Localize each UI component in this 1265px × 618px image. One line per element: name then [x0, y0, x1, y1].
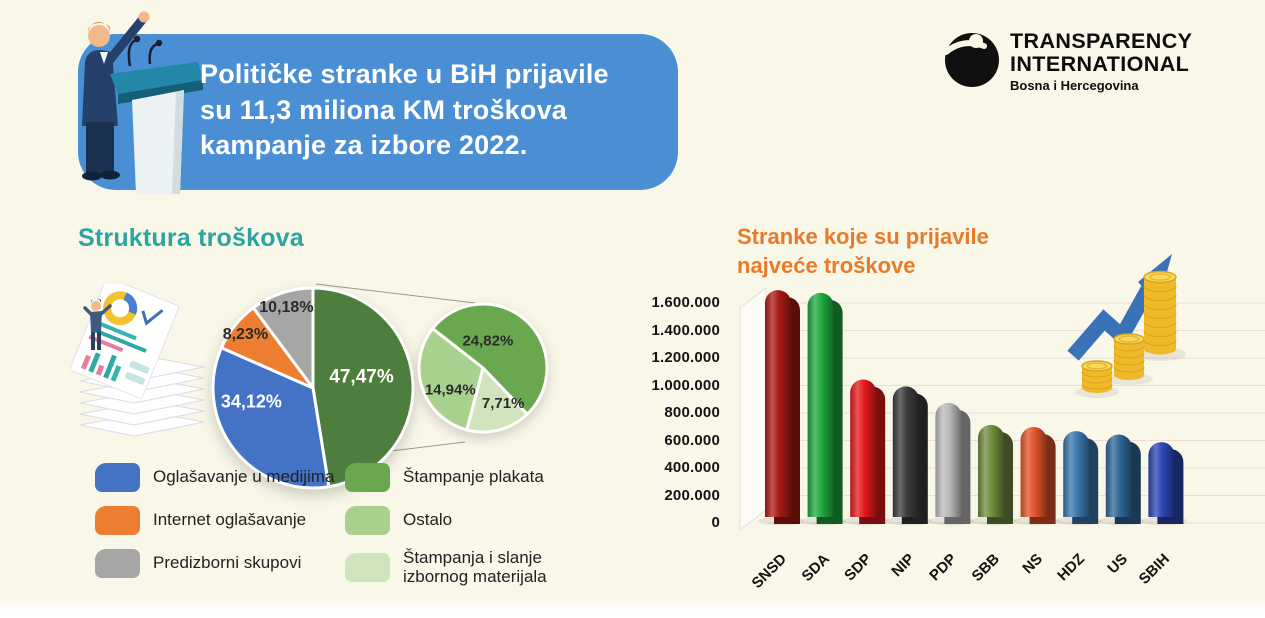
- bar-US: [1105, 434, 1132, 517]
- legend-item: Štampanja i slanje izbornog materijala: [345, 548, 573, 586]
- podium-lip: [118, 80, 203, 104]
- header-title: Političke stranke u BiH prijavile su 11,…: [200, 57, 680, 164]
- header-title-line1: Političke stranke u BiH prijavile: [200, 59, 609, 89]
- header-title-line2: su 11,3 miliona KM troškova: [200, 94, 568, 125]
- legend-label: Štampanje plakata: [403, 467, 544, 487]
- transparency-international-logo: TRANSPARENCY INTERNATIONAL Bosna i Herce…: [943, 30, 1192, 93]
- ti-logo-text: TRANSPARENCY INTERNATIONAL Bosna i Herce…: [1010, 30, 1192, 93]
- y-axis-tick-label: 400.000: [664, 459, 720, 476]
- legend-label: Štampanja i slanje izbornog materijala: [403, 548, 547, 587]
- bar-section-title-line1: Stranke koje su prijavile: [737, 224, 989, 249]
- microphone-head: [133, 35, 141, 43]
- y-axis-tick-label: 200.000: [664, 486, 720, 504]
- legend-label: Predizborni skupovi: [153, 553, 302, 573]
- legend-item: Oglašavanje u medijima: [95, 462, 334, 492]
- legend-label: Internet oglašavanje: [153, 510, 307, 530]
- printing-breakdown-pie-chart: 24,82% 7,71% 14,94%: [417, 302, 549, 434]
- legend-label: Oglašavanje u medijima: [153, 467, 335, 487]
- microphone-head: [155, 39, 163, 47]
- pie-legend-column-2: Štampanje plakata Ostalo Štampanja i slanj…: [345, 462, 573, 599]
- mini-bar-chart-icon: [80, 352, 122, 382]
- y-axis-tick-label: 600.000: [664, 431, 720, 449]
- legend-swatch: [345, 462, 390, 492]
- pie-percentage-label: 7,71%: [482, 395, 525, 412]
- bar-PDP: [935, 402, 962, 517]
- ti-logo-icon: [943, 33, 999, 87]
- legend-item: Štampanje plakata: [345, 462, 573, 492]
- pie-slice: [251, 286, 315, 390]
- suit-torso: [82, 50, 118, 126]
- y-axis-tick-label: 800.000: [664, 404, 720, 421]
- pie-percentage-label: 8,23%: [223, 326, 268, 343]
- speaker-podium-illustration: [82, 11, 203, 194]
- head: [88, 25, 110, 47]
- bottom-fade: [0, 596, 1265, 618]
- bar-chart-y-axis: 1.600.000 1.400.000 1.200.000 1.000.000 800.…: [600, 0, 720, 618]
- pie-legend-column-1: Oglašavanje u medijima Internet oglašavan…: [95, 462, 334, 591]
- pie-percentage-label: 14,94%: [425, 382, 476, 399]
- hand: [138, 11, 150, 23]
- bar-section-title-line2: najveće troškove: [737, 253, 916, 279]
- ti-logo-line1: TRANSPARENCY: [1010, 29, 1193, 53]
- bar-NS: [1020, 426, 1047, 517]
- y-axis-tick-label: 1.400.000: [651, 321, 720, 339]
- report-stack-illustration: [69, 284, 205, 437]
- microphone-stem: [127, 38, 137, 67]
- y-axis-tick-label: 1.000.000: [651, 376, 720, 394]
- legend-item: Predizborni skupovi: [95, 548, 334, 578]
- microphone-stem: [148, 42, 159, 65]
- legend-label: Ostalo: [403, 510, 453, 530]
- bar-SNSD: [765, 290, 791, 517]
- y-axis-tick-label: 1.600.000: [651, 294, 720, 311]
- bar-SDA: [807, 292, 834, 517]
- line-chart-icon: [141, 309, 164, 326]
- legs: [86, 122, 114, 174]
- donut-chart-segment: [123, 292, 138, 315]
- pie-slice: [417, 327, 485, 432]
- pie-percentage-label: 34,12%: [221, 391, 282, 411]
- arrow-and-coins-illustration: [1067, 254, 1186, 398]
- bar-SBIH: [1148, 442, 1175, 517]
- cost-structure-pie-chart: 47,47% 34,12% 8,23% 10,18%: [211, 286, 415, 490]
- ti-logo-line3: Bosna i Hercegovina: [1010, 77, 1139, 93]
- podium-column: [132, 90, 184, 194]
- legend-swatch: [345, 552, 390, 582]
- pie-section-title: Struktura troškova: [78, 224, 304, 252]
- tiny-analyst-figure: [83, 298, 112, 350]
- legend-swatch: [345, 505, 390, 535]
- chart-back-wall: [739, 286, 767, 532]
- legend-swatch: [95, 505, 140, 535]
- legend-item: Internet oglašavanje: [95, 505, 334, 535]
- bar-HDZ: [1063, 431, 1090, 517]
- shoe: [100, 170, 120, 180]
- pie-slice: [465, 366, 529, 434]
- shoe: [82, 171, 102, 181]
- header-title-line3: kampanje za izbore 2022.: [200, 130, 528, 161]
- shirt: [100, 52, 108, 64]
- bar-SBB: [978, 424, 1004, 517]
- pie-percentage-label: 47,47%: [329, 367, 394, 388]
- podium-top: [110, 62, 203, 94]
- ti-logo-line2: INTERNATIONAL: [1010, 51, 1190, 76]
- bar-section-title: Stranke koje su prijavile najveće troško…: [737, 222, 989, 280]
- pie-slice: [431, 302, 549, 416]
- bar-NIP: [892, 386, 919, 517]
- podium-column-shade: [172, 90, 184, 194]
- pie-percentage-label: 10,18%: [259, 299, 313, 316]
- legend-swatch: [95, 462, 140, 492]
- legend-item: Ostalo: [345, 505, 573, 535]
- top-spenders-bar-chart: [739, 286, 1265, 532]
- bar-SDP: [850, 379, 877, 517]
- y-axis-tick-label: 0: [711, 514, 720, 531]
- y-axis-tick-label: 1.200.000: [651, 349, 720, 366]
- pie-percentage-label: 24,82%: [462, 333, 513, 350]
- coin-stacks-icon: [1075, 270, 1186, 398]
- legend-swatch: [95, 548, 140, 578]
